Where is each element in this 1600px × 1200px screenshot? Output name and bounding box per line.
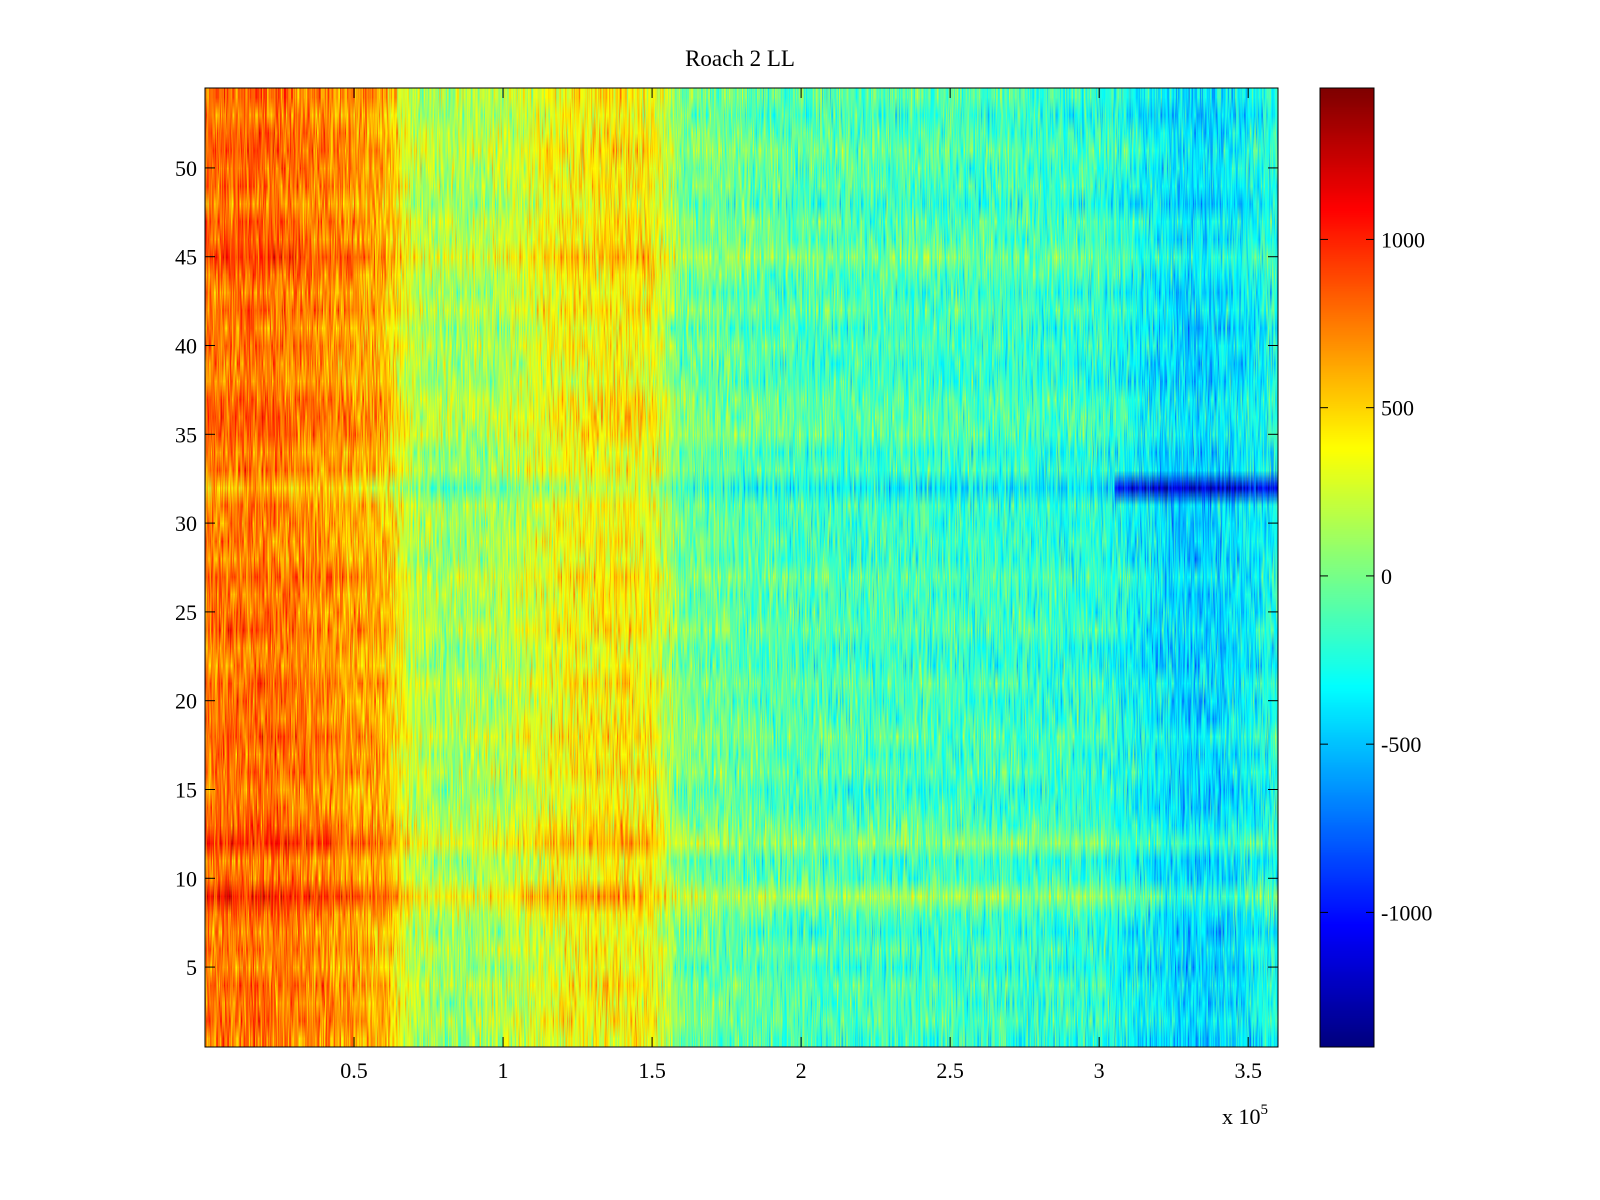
y-tick-label: 40 — [175, 334, 197, 359]
x-tick-label: 0.5 — [340, 1058, 368, 1083]
plot-frame — [204, 87, 1279, 1048]
colorbar-frame — [1319, 87, 1375, 1048]
colorbar-tick-label: -1000 — [1381, 900, 1432, 925]
y-tick-label: 10 — [175, 866, 197, 891]
colorbar-tick-label: -500 — [1381, 732, 1421, 757]
heatmap-image — [205, 88, 1278, 1047]
colorbar-axis: -1000 -500 0 500 1000 — [1320, 227, 1432, 925]
y-tick-label: 30 — [175, 511, 197, 536]
y-tick-label: 20 — [175, 689, 197, 714]
chart-title: Roach 2 LL — [685, 46, 795, 71]
x-multiplier-label: x 105 — [1222, 1102, 1268, 1129]
colorbar — [1319, 87, 1375, 1048]
y-tick-label: 5 — [186, 955, 197, 980]
y-tick-label: 45 — [175, 245, 197, 270]
x-tick-label: 1.5 — [638, 1058, 666, 1083]
heatmap-plot-area — [204, 87, 1279, 1048]
x-tick-label: 1 — [498, 1058, 509, 1083]
y-tick-label: 15 — [175, 777, 197, 802]
x-axis: 0.5 1 1.5 2 2.5 3 3.5 — [340, 88, 1262, 1083]
x-tick-label: 2 — [796, 1058, 807, 1083]
colorbar-tick-label: 0 — [1381, 564, 1392, 589]
y-axis: 5 10 15 20 25 30 35 40 45 50 — [175, 156, 1278, 980]
y-tick-label: 25 — [175, 600, 197, 625]
y-tick-label: 50 — [175, 156, 197, 181]
x-tick-label: 2.5 — [936, 1058, 964, 1083]
colorbar-tick-label: 1000 — [1381, 227, 1425, 252]
x-multiplier-exponent: 5 — [1261, 1102, 1269, 1118]
colorbar-image — [1320, 88, 1374, 1047]
x-tick-label: 3.5 — [1234, 1058, 1262, 1083]
y-tick-label: 35 — [175, 422, 197, 447]
colorbar-tick-label: 500 — [1381, 396, 1414, 421]
x-tick-label: 3 — [1094, 1058, 1105, 1083]
